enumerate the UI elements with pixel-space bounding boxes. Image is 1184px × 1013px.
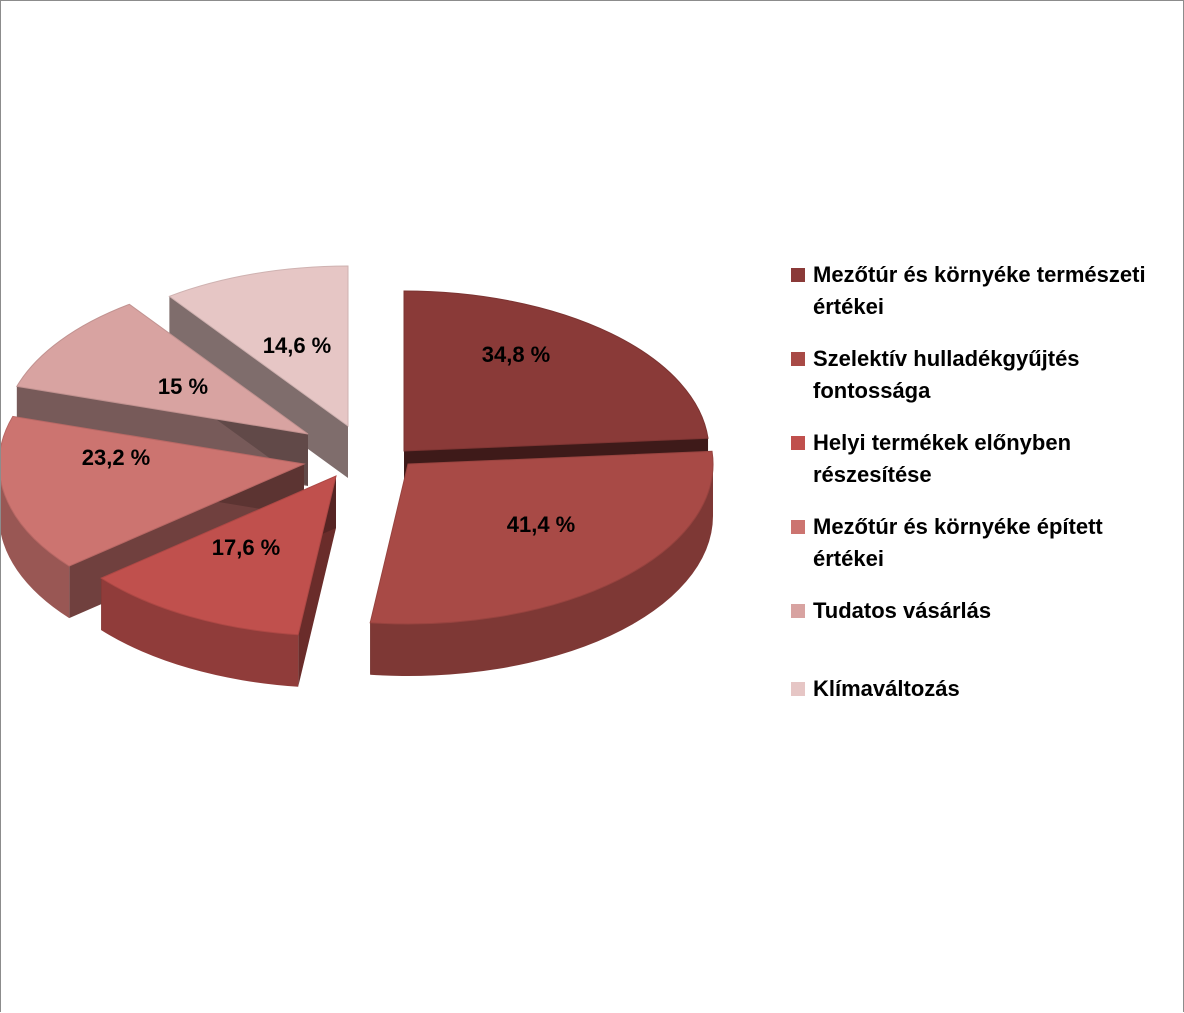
legend-item: Szelektív hulladékgyűjtés fontossága xyxy=(791,343,1171,407)
pie-slice-3 xyxy=(100,475,337,636)
legend-swatch xyxy=(791,268,805,282)
slice-data-label-3: 17,6 % xyxy=(212,535,281,560)
slice-data-label-6: 14,6 % xyxy=(263,333,332,358)
pie-slice-1 xyxy=(403,290,709,452)
pie-slice-2 xyxy=(369,450,714,625)
pie-slice-6 xyxy=(168,265,349,427)
legend: Mezőtúr és környéke természeti értékei Sz… xyxy=(791,259,1171,751)
legend-label: Szelektív hulladékgyűjtés fontossága xyxy=(813,346,1080,403)
legend-item: Klímaváltozás xyxy=(791,673,1171,705)
legend-swatch xyxy=(791,604,805,618)
slice-data-label-1: 34,8 % xyxy=(482,342,551,367)
legend-item: Mezőtúr és környéke épített értékei xyxy=(791,511,1171,575)
legend-item: Tudatos vásárlás xyxy=(791,595,1171,627)
slice-outer-wall xyxy=(370,464,713,676)
legend-label: Mezőtúr és környéke épített értékei xyxy=(813,514,1103,571)
slice-outer-wall xyxy=(1,481,70,619)
legend-swatch xyxy=(791,520,805,534)
legend-swatch xyxy=(791,682,805,696)
pie-tops xyxy=(1,265,714,636)
legend-label: Helyi termékek előnyben részesítése xyxy=(813,430,1072,487)
pie-slice-5 xyxy=(16,303,309,435)
slice-data-label-2: 41,4 % xyxy=(507,512,576,537)
legend-swatch xyxy=(791,352,805,366)
legend-swatch xyxy=(791,436,805,450)
legend-label: Tudatos vásárlás xyxy=(813,598,992,623)
legend-item: Mezőtúr és környéke természeti értékei xyxy=(791,259,1171,323)
slice-data-label-4: 23,2 % xyxy=(82,445,151,470)
legend-label: Mezőtúr és környéke természeti értékei xyxy=(813,262,1146,319)
pie-chart: 34,8 % 41,4 % 17,6 % 23,2 % 15 % 14,6 % xyxy=(1,265,714,687)
pie-slice-4 xyxy=(1,415,306,567)
pie-labels: 34,8 % 41,4 % 17,6 % 23,2 % 15 % 14,6 % xyxy=(82,333,576,560)
slice-data-label-5: 15 % xyxy=(158,374,208,399)
legend-item: Helyi termékek előnyben részesítése xyxy=(791,427,1171,491)
legend-label: Klímaváltozás xyxy=(813,676,960,701)
slice-outer-wall xyxy=(101,578,299,687)
